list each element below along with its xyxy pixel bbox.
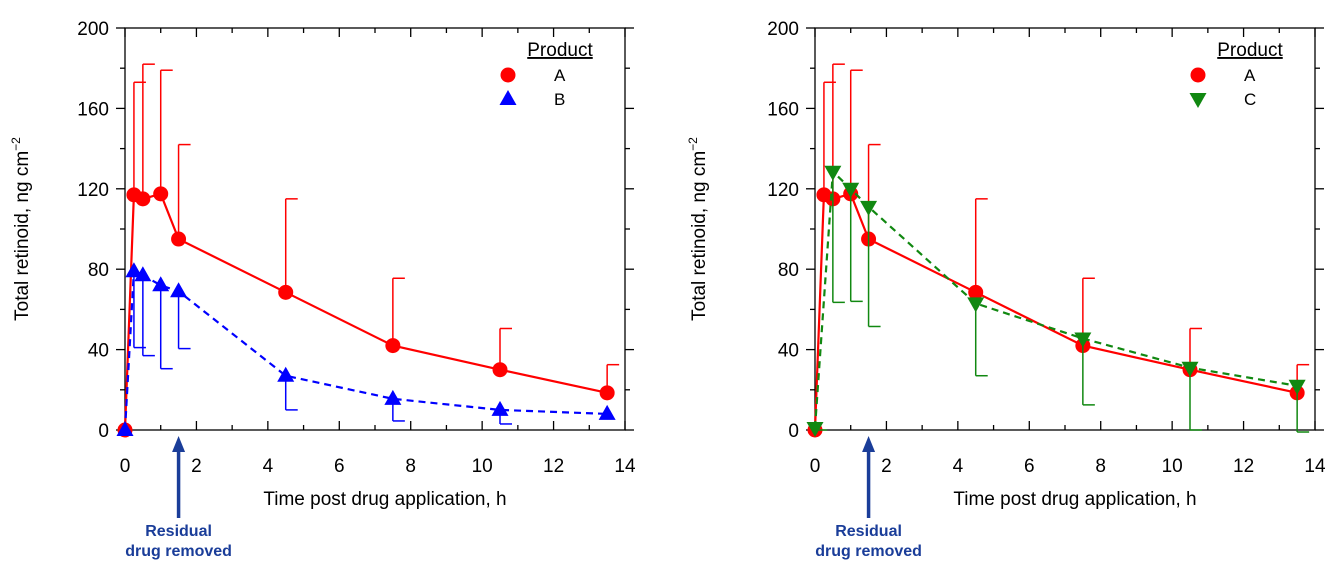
x-tick-label: 0 xyxy=(810,456,821,477)
y-tick-label: 120 xyxy=(767,180,799,201)
x-tick-label: 8 xyxy=(405,456,416,477)
data-point xyxy=(278,284,294,300)
y-tick-label: 40 xyxy=(88,341,109,362)
series-B xyxy=(116,262,616,436)
data-point xyxy=(1288,379,1306,395)
legend-marker xyxy=(1189,93,1207,108)
data-point xyxy=(385,338,401,354)
data-point xyxy=(492,362,508,378)
y-axis-label-superscript: −2 xyxy=(9,137,23,151)
x-tick-label: 14 xyxy=(614,456,636,477)
y-tick-label: 200 xyxy=(767,19,799,40)
data-point xyxy=(1181,361,1199,377)
data-point xyxy=(152,276,170,292)
series-A xyxy=(117,63,620,438)
annotation-arrow-head xyxy=(862,436,876,452)
x-tick-label: 10 xyxy=(472,456,493,477)
y-axis-label-superscript: −2 xyxy=(686,137,700,151)
legend-marker xyxy=(499,90,517,105)
data-point xyxy=(967,297,985,313)
data-point xyxy=(599,385,615,401)
x-tick-label: 2 xyxy=(881,456,892,477)
series-line xyxy=(813,169,1298,429)
annotation-text: drug removed xyxy=(815,543,922,560)
y-axis-label-main: Total retinoid, ng cm xyxy=(12,151,33,321)
x-tick-label: 0 xyxy=(120,456,131,477)
series-C xyxy=(806,165,1310,437)
legend-label: A xyxy=(554,66,566,85)
y-tick-label: 0 xyxy=(98,421,109,442)
data-point xyxy=(277,366,295,382)
y-axis-label-main: Total retinoid, ng cm xyxy=(689,151,710,321)
data-point xyxy=(824,165,842,181)
y-axis-label: Total retinoid, ng cm−2 xyxy=(686,137,710,321)
plot-frame xyxy=(124,27,626,431)
x-tick-label: 4 xyxy=(953,456,964,477)
annotation-arrow-head xyxy=(172,436,186,452)
x-tick-label: 4 xyxy=(263,456,274,477)
legend-label: B xyxy=(554,90,565,109)
legend-label: C xyxy=(1244,90,1256,109)
data-point xyxy=(1074,332,1092,348)
x-axis-label: Time post drug application, h xyxy=(953,489,1196,510)
x-axis-label: Time post drug application, h xyxy=(263,489,506,510)
y-tick-label: 40 xyxy=(778,341,799,362)
legend-marker xyxy=(1190,67,1206,83)
data-point xyxy=(860,200,878,216)
data-point xyxy=(806,421,824,437)
data-point xyxy=(134,266,152,282)
data-point xyxy=(153,186,169,202)
data-point xyxy=(491,400,509,416)
x-tick-label: 14 xyxy=(1304,456,1326,477)
chart-panel-1: 0 2 4 6 8 10 12 14 0 40 80 120 160 200 Time post drug … xyxy=(9,19,636,560)
series-line xyxy=(123,192,608,431)
data-point xyxy=(170,282,188,298)
annotation-text: drug removed xyxy=(125,543,232,560)
series-line xyxy=(813,192,1298,431)
data-point xyxy=(842,182,860,198)
chart-panel-2: 0 2 4 6 8 10 12 14 0 40 80 120 160 200 Time post drug … xyxy=(686,19,1326,560)
x-tick-label: 6 xyxy=(334,456,345,477)
x-tick-label: 6 xyxy=(1024,456,1035,477)
plot-frame xyxy=(814,27,1316,431)
x-tick-label: 10 xyxy=(1162,456,1183,477)
y-tick-label: 0 xyxy=(788,421,799,442)
data-point xyxy=(171,231,187,247)
x-tick-label: 12 xyxy=(543,456,564,477)
data-point xyxy=(125,262,143,278)
series-line xyxy=(123,269,608,431)
annotation-text: Residual xyxy=(145,523,212,540)
y-axis-label: Total retinoid, ng cm−2 xyxy=(9,137,33,321)
data-point xyxy=(384,389,402,405)
y-tick-label: 80 xyxy=(88,260,109,281)
legend-label: A xyxy=(1244,66,1256,85)
data-point xyxy=(598,404,616,420)
legend-title: Product xyxy=(1217,40,1283,61)
annotation-text: Residual xyxy=(835,523,902,540)
y-tick-label: 200 xyxy=(77,19,109,40)
y-tick-label: 160 xyxy=(77,99,109,120)
data-point xyxy=(135,191,151,207)
data-point xyxy=(968,284,984,300)
x-tick-label: 2 xyxy=(191,456,202,477)
series-A xyxy=(807,63,1310,438)
y-tick-label: 120 xyxy=(77,180,109,201)
y-tick-label: 80 xyxy=(778,260,799,281)
legend-title: Product xyxy=(527,40,593,61)
y-tick-label: 160 xyxy=(767,99,799,120)
x-tick-label: 8 xyxy=(1095,456,1106,477)
x-tick-label: 12 xyxy=(1233,456,1254,477)
legend-marker xyxy=(500,67,516,83)
data-point xyxy=(116,421,134,436)
